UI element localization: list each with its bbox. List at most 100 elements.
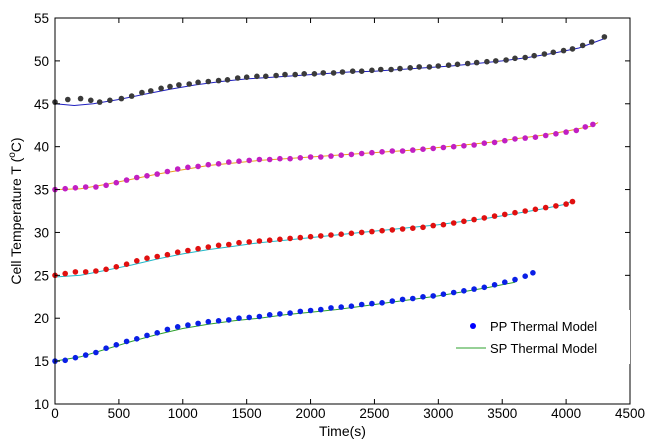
- pp-point-25C: [328, 232, 334, 238]
- pp-point-35C: [532, 134, 539, 140]
- pp-point-15C: [530, 270, 536, 276]
- legend-sp-label: SP Thermal Model: [490, 341, 597, 356]
- pp-point-25C: [399, 226, 406, 232]
- pp-point-45C: [205, 78, 212, 85]
- pp-point-45C: [320, 70, 327, 76]
- pp-point-15C: [236, 315, 242, 322]
- series-layer: [52, 34, 608, 364]
- pp-point-15C: [256, 313, 263, 320]
- pp-point-45C: [349, 68, 356, 74]
- pp-point-25C: [338, 231, 345, 237]
- pp-point-15C: [471, 286, 477, 292]
- pp-point-15C: [113, 342, 120, 348]
- pp-point-15C: [328, 305, 334, 311]
- y-tick-label: 30: [34, 225, 49, 240]
- pp-point-45C: [416, 64, 423, 70]
- pp-point-35C: [154, 171, 160, 177]
- pp-point-35C: [582, 124, 589, 130]
- series-45C: [52, 34, 608, 107]
- pp-point-35C: [590, 121, 596, 128]
- pp-point-45C: [311, 71, 318, 77]
- pp-point-35C: [430, 145, 437, 152]
- x-tick-label: 1000: [168, 406, 198, 421]
- pp-point-35C: [174, 166, 181, 172]
- pp-point-35C: [185, 164, 191, 171]
- pp-point-45C: [397, 65, 403, 72]
- pp-point-35C: [328, 153, 334, 159]
- pp-point-45C: [167, 83, 173, 90]
- pp-point-45C: [88, 97, 94, 104]
- pp-point-25C: [461, 218, 467, 225]
- x-tick-label: 0: [51, 406, 59, 421]
- legend: PP Thermal Model SP Thermal Model: [445, 310, 630, 364]
- pp-point-45C: [254, 73, 260, 80]
- pp-point-15C: [82, 352, 89, 358]
- pp-point-15C: [226, 317, 232, 323]
- pp-point-25C: [563, 201, 569, 207]
- pp-point-25C: [215, 242, 222, 249]
- pp-point-35C: [481, 140, 488, 146]
- pp-point-15C: [277, 311, 283, 317]
- pp-point-45C: [186, 81, 192, 87]
- pp-point-25C: [542, 204, 549, 211]
- pp-point-35C: [358, 150, 365, 157]
- pp-point-15C: [134, 336, 140, 342]
- pp-point-45C: [273, 72, 279, 79]
- pp-point-35C: [502, 137, 508, 144]
- pp-point-15C: [62, 357, 68, 364]
- series-35C: [52, 121, 599, 193]
- pp-point-15C: [399, 296, 406, 303]
- y-axis-label-tail: C): [8, 137, 24, 152]
- pp-point-45C: [560, 47, 567, 54]
- pp-point-25C: [410, 225, 416, 231]
- pp-point-15C: [307, 307, 314, 314]
- pp-point-45C: [407, 65, 414, 71]
- pp-point-35C: [420, 146, 426, 152]
- y-axis-label-sup: o: [7, 152, 18, 158]
- pp-point-45C: [435, 63, 442, 69]
- y-tick-label: 35: [34, 183, 49, 198]
- y-tick-label: 55: [34, 11, 49, 26]
- x-tick-label: 4000: [551, 406, 581, 421]
- pp-point-25C: [205, 244, 212, 250]
- pp-point-35C: [144, 173, 150, 179]
- pp-point-15C: [185, 322, 191, 328]
- pp-point-35C: [318, 154, 324, 160]
- pp-point-35C: [389, 148, 396, 154]
- pp-point-45C: [339, 69, 346, 75]
- pp-point-45C: [292, 71, 299, 78]
- pp-point-15C: [389, 298, 396, 304]
- x-tick-label: 3000: [423, 406, 453, 421]
- legend-pp-label: PP Thermal Model: [490, 319, 597, 334]
- sp-line-15C: [54, 281, 516, 362]
- pp-point-15C: [246, 314, 252, 321]
- x-tick-label: 3500: [487, 406, 517, 421]
- pp-point-45C: [512, 55, 518, 62]
- pp-point-35C: [256, 156, 263, 163]
- pp-point-15C: [205, 318, 212, 325]
- pp-point-25C: [93, 268, 99, 274]
- y-tick-label: 50: [34, 54, 49, 69]
- pp-point-25C: [369, 228, 375, 235]
- pp-point-35C: [348, 151, 355, 158]
- pp-point-45C: [243, 74, 250, 80]
- pp-point-25C: [553, 203, 559, 209]
- pp-point-35C: [134, 174, 140, 181]
- pp-point-25C: [154, 253, 160, 260]
- pp-point-25C: [164, 251, 171, 258]
- pp-point-25C: [389, 227, 396, 233]
- x-tick-label: 2000: [296, 406, 326, 421]
- x-tick-label: 500: [108, 406, 131, 421]
- pp-point-45C: [426, 64, 433, 70]
- pp-point-25C: [420, 224, 426, 231]
- pp-point-45C: [454, 61, 461, 68]
- pp-point-15C: [287, 310, 293, 316]
- pp-point-15C: [491, 282, 498, 288]
- y-tick-label: 20: [34, 311, 49, 326]
- pp-point-35C: [266, 156, 273, 163]
- pp-point-35C: [93, 184, 99, 190]
- y-tick-label: 25: [34, 268, 49, 283]
- pp-point-35C: [369, 149, 375, 156]
- pp-point-15C: [522, 273, 528, 280]
